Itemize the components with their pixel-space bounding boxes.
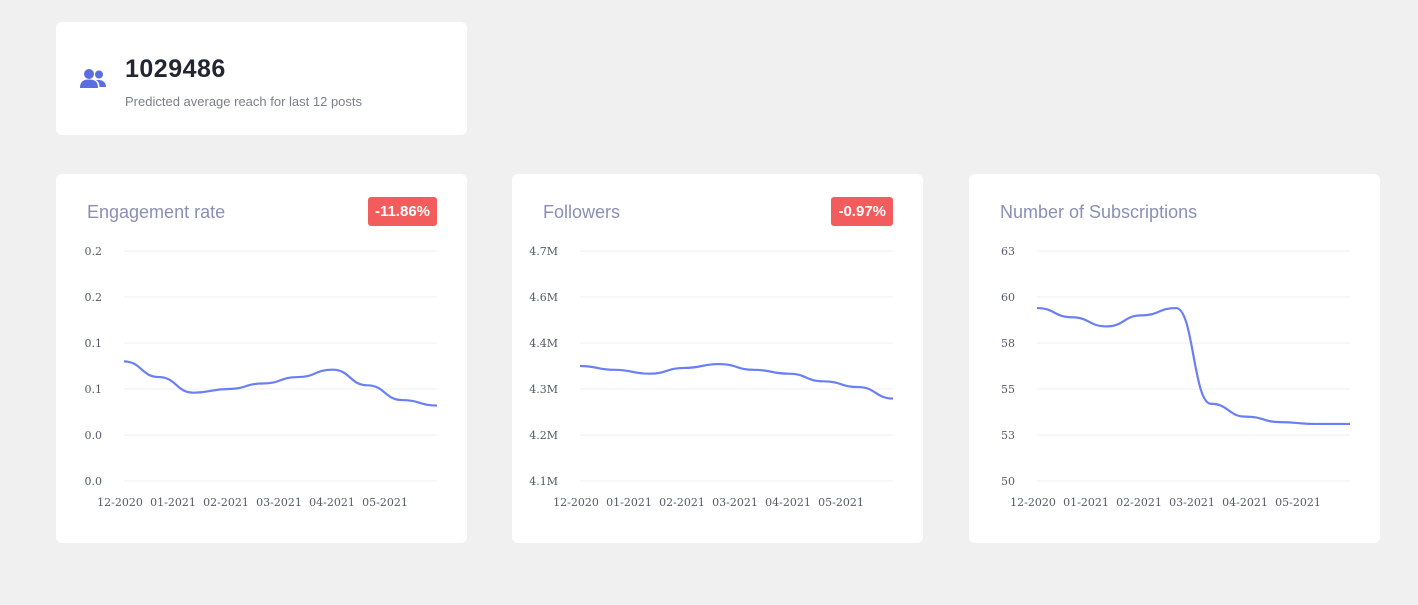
- y-tick-label: 0.1: [85, 337, 103, 350]
- y-tick-label: 0.0: [85, 475, 103, 488]
- y-tick-label: 4.7M: [529, 245, 558, 258]
- y-tick-label: 55: [1001, 383, 1015, 396]
- y-tick-label: 63: [1001, 245, 1015, 258]
- x-tick-label: 12-2020: [553, 496, 599, 509]
- y-tick-label: 4.2M: [529, 429, 558, 442]
- x-tick-label: 01-2021: [1063, 496, 1109, 509]
- x-tick-label: 02-2021: [1116, 496, 1162, 509]
- x-tick-label: 01-2021: [150, 496, 196, 509]
- change-badge: -0.97%: [831, 197, 893, 226]
- x-tick-label: 05-2021: [818, 496, 864, 509]
- x-tick-label: 02-2021: [203, 496, 249, 509]
- y-tick-label: 50: [1001, 475, 1015, 488]
- engagement-rate-card: Engagement rate -11.86% 0.2 0.2 0.1 0.1 0.0 0…: [56, 174, 467, 543]
- y-tick-label: 0.2: [85, 245, 103, 258]
- series-line: [123, 360, 438, 407]
- x-tick-label: 03-2021: [256, 496, 302, 509]
- x-tick-label: 04-2021: [1222, 496, 1268, 509]
- y-tick-label: 4.6M: [529, 291, 558, 304]
- series-line: [1036, 306, 1350, 426]
- chart-title: Followers: [543, 202, 621, 222]
- x-tick-label: 03-2021: [1169, 496, 1215, 509]
- followers-card: Followers -0.97% 4.7M 4.6M 4.4M 4.3M 4.2M 4.1…: [512, 174, 923, 543]
- y-tick-label: 0.1: [85, 383, 103, 396]
- y-tick-label: 4.4M: [529, 337, 558, 350]
- subscriptions-card: Number of Subscriptions 63 60 58 55 53 50 12-2…: [969, 174, 1380, 543]
- chart-title: Number of Subscriptions: [1000, 202, 1198, 222]
- y-tick-label: 0.0: [85, 429, 103, 442]
- y-tick-label: 0.2: [85, 291, 103, 304]
- x-tick-label: 05-2021: [362, 496, 408, 509]
- y-tick-label: 4.1M: [529, 475, 558, 488]
- chart-title: Engagement rate: [87, 202, 226, 222]
- x-tick-label: 04-2021: [309, 496, 355, 509]
- followers-chart: 4.7M 4.6M 4.4M 4.3M 4.2M 4.1M 12-2020 01-2021 02…: [529, 245, 894, 509]
- x-tick-label: 02-2021: [659, 496, 705, 509]
- reach-caption: Predicted average reach for last 12 post…: [125, 94, 363, 109]
- subscriptions-chart: 63 60 58 55 53 50 12-2020 01-2021 02-2021 03-2021…: [1001, 245, 1351, 509]
- x-tick-label: 01-2021: [606, 496, 652, 509]
- x-tick-label: 12-2020: [1010, 496, 1056, 509]
- x-tick-label: 03-2021: [712, 496, 758, 509]
- y-tick-label: 53: [1001, 429, 1015, 442]
- y-tick-label: 60: [1001, 291, 1015, 304]
- reach-value: 1029486: [125, 55, 226, 83]
- series-line: [579, 362, 894, 400]
- reach-card: 1029486 Predicted average reach for last…: [56, 22, 467, 135]
- x-tick-label: 12-2020: [97, 496, 143, 509]
- y-tick-label: 58: [1001, 337, 1015, 350]
- x-tick-label: 04-2021: [765, 496, 811, 509]
- engagement-rate-chart: 0.2 0.2 0.1 0.1 0.0 0.0 12-2020 01-2021 02-2021 0…: [85, 245, 438, 509]
- users-icon: [80, 69, 106, 88]
- y-tick-label: 4.3M: [529, 383, 558, 396]
- change-badge: -11.86%: [367, 197, 437, 226]
- x-tick-label: 05-2021: [1275, 496, 1321, 509]
